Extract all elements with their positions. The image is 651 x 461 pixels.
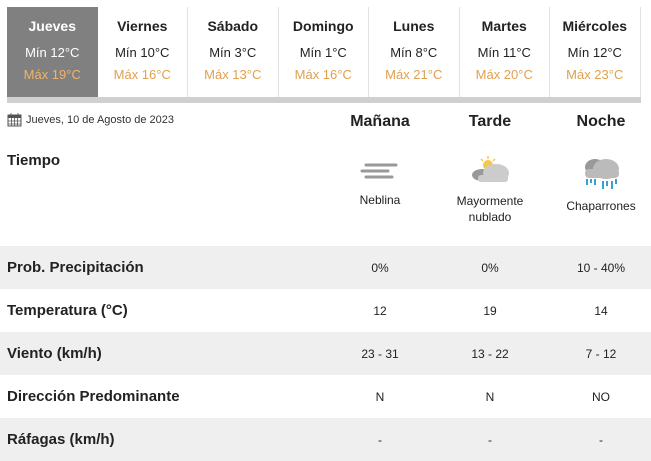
- column-tarde: Tarde: [468, 113, 512, 130]
- tab-martes[interactable]: Martes Mín 11°C Máx 20°C: [460, 7, 550, 97]
- day-tabs: Jueves Mín 12°C Máx 19°C Viernes Mín 10°C Má…: [7, 7, 641, 103]
- weather-label: Tiempo: [7, 152, 61, 169]
- day-name: Jueves: [28, 18, 76, 34]
- day-name: Miércoles: [562, 18, 628, 34]
- max-temp: Máx 20°C: [475, 67, 533, 82]
- mostly-cloudy-icon: [472, 156, 509, 182]
- tab-sabado[interactable]: Sábado Mín 3°C Máx 13°C: [188, 7, 279, 97]
- max-temp: Máx 13°C: [204, 67, 262, 82]
- max-temp: Máx 16°C: [294, 67, 352, 82]
- max-temp: Máx 21°C: [385, 67, 443, 82]
- min-temp: Mín 1°C: [299, 45, 347, 60]
- max-temp: Máx 19°C: [23, 67, 81, 82]
- min-temp: Mín 12°C: [25, 45, 80, 60]
- tab-domingo[interactable]: Domingo Mín 1°C Máx 16°C: [279, 7, 369, 97]
- row-temperature: Temperatura (°C) 12 19 14: [7, 302, 608, 319]
- day-name: Domingo: [292, 18, 354, 34]
- weather-noche: Chaparrones: [546, 155, 651, 213]
- min-temp: Mín 11°C: [477, 45, 531, 60]
- max-temp: Máx 23°C: [566, 67, 624, 82]
- row-wind: Viento (km/h) 23 - 31 13 - 22 7 - 12: [0, 332, 651, 375]
- date-label: Jueves, 10 de Agosto de 2023: [7, 113, 174, 127]
- min-temp: Mín 12°C: [567, 45, 622, 60]
- row-gusts: Ráfagas (km/h) - - -: [0, 418, 651, 461]
- day-name: Viernes: [117, 18, 168, 34]
- tab-jueves[interactable]: Jueves Mín 12°C Máx 19°C: [7, 7, 98, 97]
- min-temp: Mín 10°C: [115, 45, 170, 60]
- day-name: Lunes: [393, 18, 435, 34]
- fog-icon: [360, 163, 398, 179]
- weather-tarde: Mayormente nublado: [435, 155, 545, 225]
- tab-viernes[interactable]: Viernes Mín 10°C Máx 16°C: [98, 7, 188, 97]
- showers-icon: [585, 159, 619, 189]
- tab-miercoles[interactable]: Miércoles Mín 12°C Máx 23°C: [550, 7, 641, 97]
- day-name: Martes: [481, 18, 527, 34]
- calendar-icon: [7, 113, 22, 127]
- column-noche: Noche: [576, 113, 626, 130]
- max-temp: Máx 16°C: [113, 67, 171, 82]
- min-temp: Mín 3°C: [209, 45, 257, 60]
- date-text: Jueves, 10 de Agosto de 2023: [26, 114, 175, 126]
- column-manana: Mañana: [350, 113, 410, 130]
- day-name: Sábado: [207, 18, 259, 34]
- tab-lunes[interactable]: Lunes Mín 8°C Máx 21°C: [369, 7, 460, 97]
- weather-manana: Neblina: [325, 155, 435, 207]
- row-precipitation: Prob. Precipitación 0% 0% 10 - 40%: [0, 246, 651, 289]
- row-direction: Dirección Predominante N N NO: [7, 388, 610, 405]
- min-temp: Mín 8°C: [390, 45, 438, 60]
